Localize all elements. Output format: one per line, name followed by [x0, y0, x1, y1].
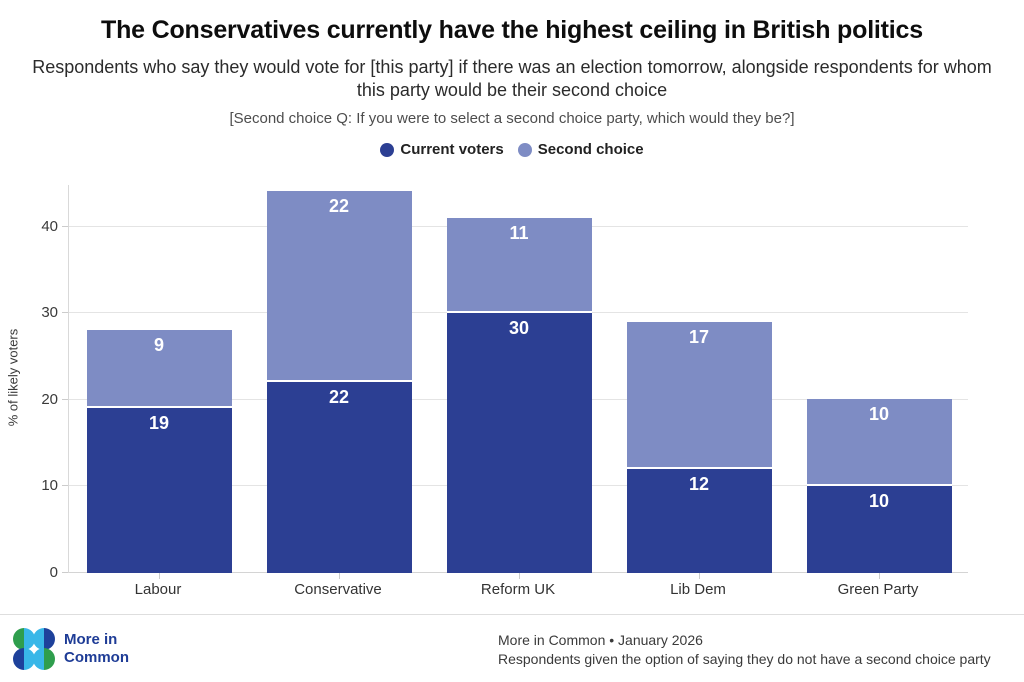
plot-area: 19 9 22 22 30 11 12 17 10 10 [62, 185, 968, 579]
legend-label: Second choice [537, 141, 644, 158]
x-axis-category-labels: Labour Conservative Reform UK Lib Dem Green … [68, 581, 968, 601]
y-tick-mark [62, 485, 68, 486]
source-line: More in Common • January 2026 [498, 632, 703, 648]
x-tick-mark [879, 573, 880, 579]
y-tick-mark [62, 226, 68, 227]
more-in-common-logo [13, 628, 55, 670]
bar-segment-current-voters: 22 [266, 382, 412, 573]
legend-item: Second choice [517, 141, 644, 158]
x-category-label: Lib Dem [670, 581, 726, 598]
chart-subtitle: Respondents who say they would vote for … [32, 57, 992, 100]
bar-value-label: 17 [688, 327, 710, 347]
bar-segment-second-choice: 10 [806, 399, 952, 486]
bar-value-label: 10 [868, 404, 890, 424]
bar-value-label: 12 [688, 474, 710, 494]
footer-divider [0, 614, 1024, 615]
bar-segment-current-voters: 30 [446, 313, 592, 573]
legend-label: Current voters [400, 141, 504, 158]
bar-value-label: 19 [148, 413, 170, 433]
y-tick-label: 10 [41, 477, 58, 494]
y-tick-label: 40 [41, 218, 58, 235]
bar-value-label: 22 [328, 387, 350, 407]
y-tick-mark [62, 312, 68, 313]
bar-value-label: 10 [868, 491, 890, 511]
brand-block: More in Common [12, 627, 129, 671]
brand-name-line2: Common [64, 649, 129, 666]
y-tick-label: 20 [41, 391, 58, 408]
bar-value-label: 30 [508, 318, 530, 338]
credits-block: More in Common • January 2026 Respondent… [498, 631, 991, 669]
y-axis-tick-labels: 0 10 20 30 40 [0, 185, 58, 581]
bar-value-label: 9 [153, 335, 164, 355]
x-tick-mark [519, 573, 520, 579]
y-tick-label: 0 [49, 564, 58, 581]
bar-segment-second-choice: 9 [86, 330, 232, 408]
y-tick-label: 30 [41, 304, 58, 321]
x-category-label: Labour [134, 581, 182, 598]
y-tick-mark [62, 572, 68, 573]
legend-item: Current voters [380, 141, 504, 158]
page-title: The Conservatives currently have the hig… [101, 16, 923, 44]
chart-question-note: [Second choice Q: If you were to select … [229, 110, 795, 127]
chart-legend: Current voters Second choice [0, 141, 1024, 158]
x-category-label: Green Party [837, 581, 919, 598]
bar-segment-current-voters: 19 [86, 408, 232, 573]
x-tick-mark [339, 573, 340, 579]
bar-value-label: 22 [328, 196, 350, 216]
y-tick-mark [62, 399, 68, 400]
x-category-label: Conservative [294, 581, 382, 598]
bar-segment-current-voters: 12 [626, 469, 772, 573]
x-category-label: Reform UK [480, 581, 556, 598]
bar-segment-second-choice: 17 [626, 322, 772, 469]
bar-segment-current-voters: 10 [806, 486, 952, 573]
bar-segment-second-choice: 22 [266, 191, 412, 382]
legend-swatch-icon [380, 142, 395, 157]
x-tick-mark [159, 573, 160, 579]
brand-name-line1: More in [64, 631, 118, 648]
footer-note: Respondents given the option of saying t… [498, 651, 991, 667]
brand-name: More in Common [64, 631, 129, 667]
x-tick-mark [699, 573, 700, 579]
legend-swatch-icon [517, 142, 532, 157]
bar-value-label: 11 [509, 223, 529, 243]
bar-segment-second-choice: 11 [446, 218, 592, 313]
